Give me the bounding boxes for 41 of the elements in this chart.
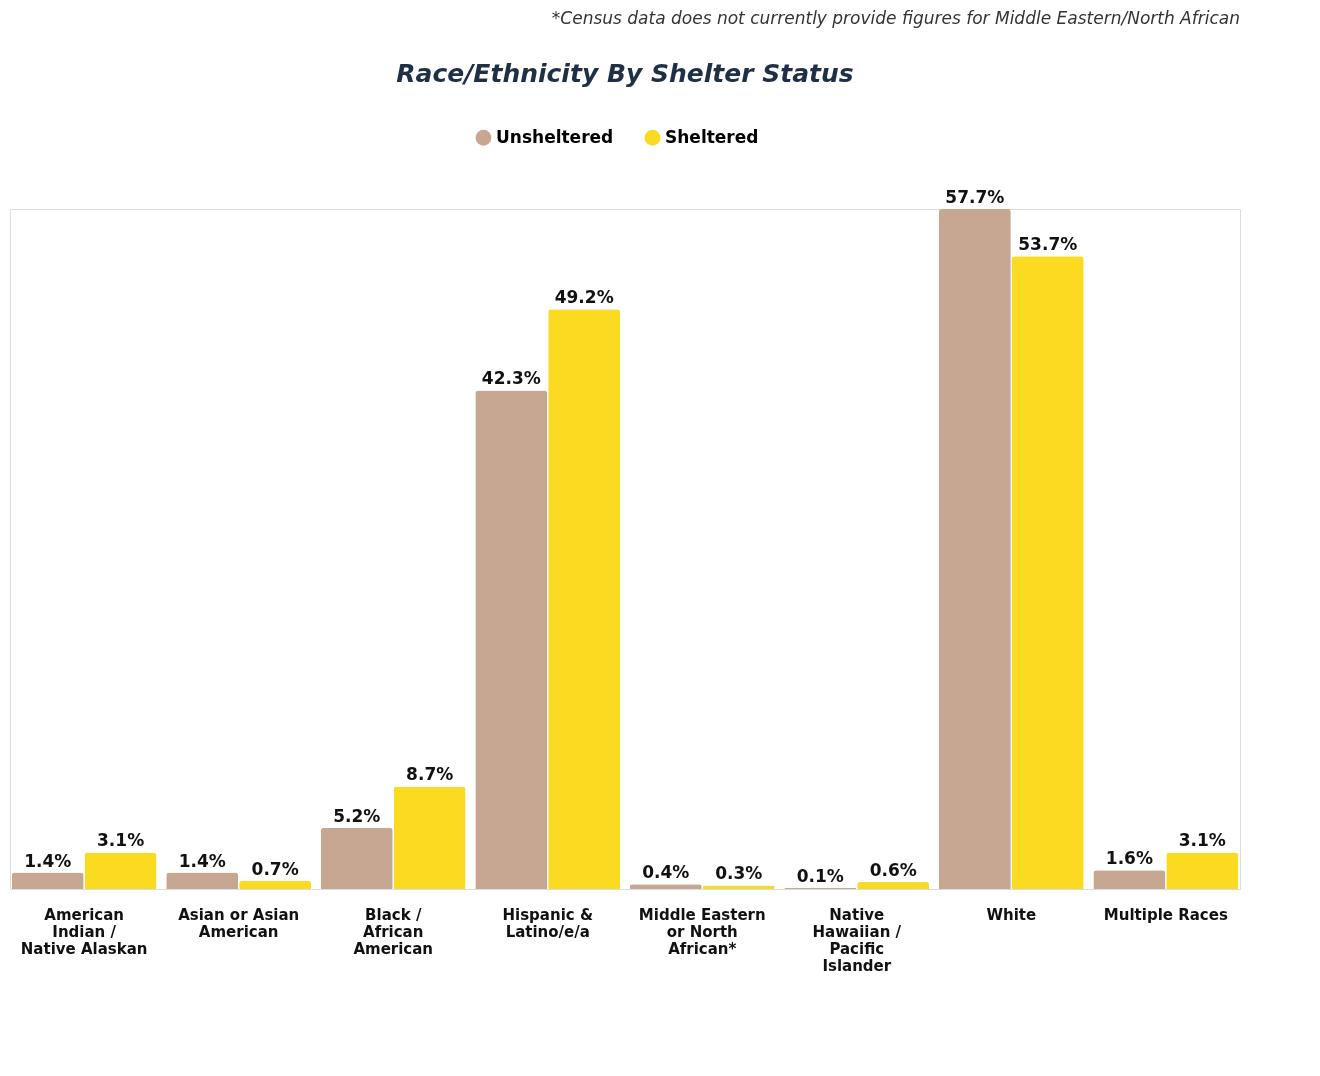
x-tick-label: Multiple Races xyxy=(1103,905,1228,924)
bar xyxy=(11,872,84,889)
data-label: 0.4% xyxy=(642,862,690,883)
data-label: 0.1% xyxy=(796,865,844,886)
data-label: 5.2% xyxy=(333,805,381,826)
data-label: 8.7% xyxy=(406,764,454,785)
data-label: 0.3% xyxy=(715,863,763,884)
x-tick-label: Native Hawaiian / Pacific Islander xyxy=(812,905,902,975)
data-label: 0.7% xyxy=(251,858,299,879)
bar xyxy=(1011,256,1084,889)
bar xyxy=(84,852,157,889)
bar xyxy=(857,881,930,889)
x-tick-label: Asian or Asian American xyxy=(178,905,300,941)
x-tick-label: American Indian / Native Alaskan xyxy=(20,905,148,958)
data-label: 3.1% xyxy=(97,830,145,851)
data-label: 0.6% xyxy=(869,859,917,880)
data-label: 53.7% xyxy=(1018,234,1078,255)
chart-title: Race/Ethnicity By Shelter Status xyxy=(396,59,854,88)
data-label: 1.6% xyxy=(1105,848,1153,869)
bar xyxy=(475,390,548,889)
bar xyxy=(548,309,621,889)
legend-label: Unsheltered xyxy=(496,126,614,147)
data-label: 57.7% xyxy=(945,187,1005,207)
bar xyxy=(1093,870,1166,889)
x-tick-label: Black / African American xyxy=(353,905,434,958)
data-label: 42.3% xyxy=(481,368,541,389)
text: *Census data does not currently provide figures for Middle Eastern/North African xyxy=(551,8,1240,28)
bar xyxy=(1166,852,1239,889)
x-tick-label: White xyxy=(986,905,1037,924)
data-label: 1.4% xyxy=(178,850,226,871)
x-tick-label: Hispanic & Latino/e/a xyxy=(502,905,593,941)
data-label: 3.1% xyxy=(1178,830,1226,851)
data-label: 49.2% xyxy=(554,287,614,308)
bar xyxy=(320,827,393,889)
x-tick-label: Middle Eastern or North African* xyxy=(638,905,766,958)
bar xyxy=(166,872,239,889)
data-label: 1.4% xyxy=(24,850,72,871)
bar xyxy=(239,880,312,889)
bar xyxy=(393,786,466,889)
bar xyxy=(938,209,1011,889)
legend-label: Sheltered xyxy=(665,126,759,147)
